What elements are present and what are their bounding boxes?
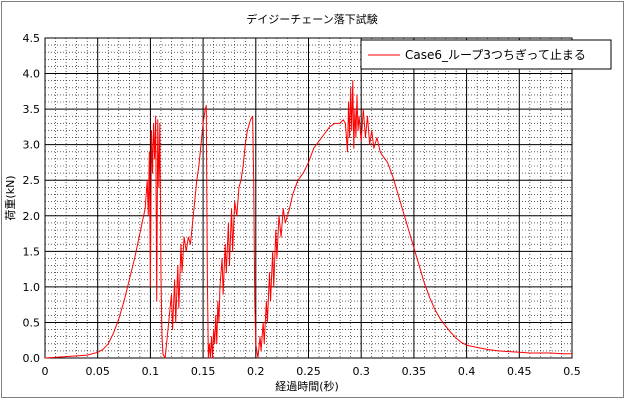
y-axis-label: 荷重(kN) [3, 175, 17, 220]
y-tick-label: 3.0 [23, 139, 41, 152]
x-axis-label: 経過時間(秒) [275, 379, 339, 393]
x-tick-label: 0.1 [142, 365, 160, 378]
series-line [44, 80, 572, 359]
x-tick-label: 0.05 [85, 365, 110, 378]
x-axis-ticks: 0 0.05 0.1 0.15 0.2 0.25 0.3 0.35 0.4 0.45 0.5 [42, 365, 581, 378]
y-tick-label: 4.0 [23, 68, 41, 81]
y-tick-label: 0.5 [23, 316, 41, 329]
legend-entry: Case6_ループ3つちぎって止まる [405, 48, 586, 62]
y-tick-label: 1.5 [23, 245, 41, 258]
x-tick-label: 0.2 [247, 365, 265, 378]
legend: Case6_ループ3つちぎって止まる [360, 39, 612, 70]
y-tick-label: 4.5 [23, 32, 41, 45]
y-axis-ticks: 0.0 0.5 1.0 1.5 2.0 2.5 3.0 3.5 4.0 4.5 [23, 32, 41, 365]
x-tick-label: 0.15 [191, 365, 216, 378]
x-tick-label: 0.5 [563, 365, 581, 378]
x-tick-label: 0.3 [352, 365, 370, 378]
plot-border [44, 37, 573, 359]
y-tick-label: 2.0 [23, 210, 41, 223]
x-tick-label: 0.35 [402, 365, 427, 378]
x-tick-label: 0.45 [507, 365, 532, 378]
x-tick-label: 0.4 [458, 365, 476, 378]
x-tick-label: 0.25 [296, 365, 321, 378]
y-tick-label: 3.5 [23, 103, 41, 116]
y-tick-label: 2.5 [23, 174, 41, 187]
y-tick-label: 0.0 [23, 352, 41, 365]
series-layer [44, 80, 572, 359]
chart-title: デイジーチェーン落下試験 [246, 12, 377, 26]
x-tick-label: 0 [42, 365, 49, 378]
legend-box [360, 39, 612, 70]
y-tick-label: 1.0 [23, 281, 41, 294]
